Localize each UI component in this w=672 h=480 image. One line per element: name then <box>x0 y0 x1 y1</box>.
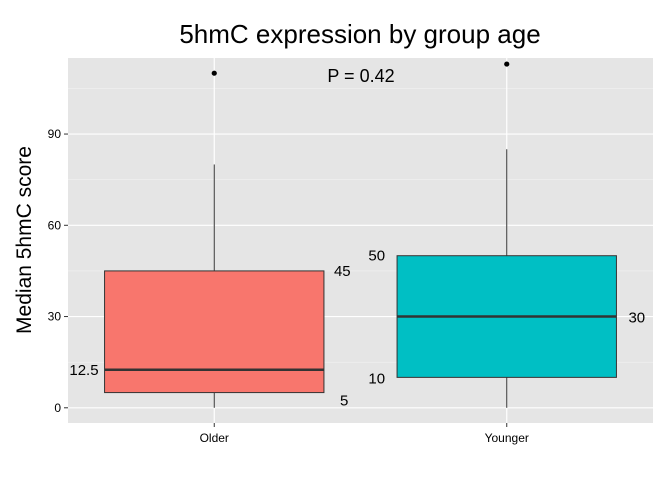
q3-label: 45 <box>334 263 351 280</box>
box-iqr <box>104 270 325 394</box>
q3-label: 50 <box>368 248 385 265</box>
outlier-point <box>211 70 217 76</box>
x-axis-ticks: Older Younger <box>200 423 529 445</box>
y-tick-label: 30 <box>48 310 62 324</box>
outlier-point <box>504 61 510 67</box>
y-tick-label: 0 <box>54 401 61 415</box>
median-label: 12.5 <box>69 362 98 379</box>
y-axis-label: Median 5hmC score <box>13 146 36 334</box>
median-label: 30 <box>628 310 645 327</box>
q1-label: 10 <box>368 370 385 387</box>
y-tick-label: 90 <box>48 127 62 141</box>
q1-label: 5 <box>340 393 348 410</box>
y-tick-label: 60 <box>48 218 62 232</box>
x-tick-label: Younger <box>485 431 529 445</box>
box-younger: 50 10 30 <box>368 61 645 408</box>
x-tick-label: Older <box>200 431 229 445</box>
y-axis-ticks: 0 30 60 90 <box>48 127 68 415</box>
p-value-annotation: P = 0.42 <box>327 66 394 86</box>
box-older: 45 5 12.5 <box>69 70 351 410</box>
boxes: 45 5 12.5 50 10 30 <box>69 61 645 410</box>
chart-title: 5hmC expression by group age <box>179 19 540 49</box>
